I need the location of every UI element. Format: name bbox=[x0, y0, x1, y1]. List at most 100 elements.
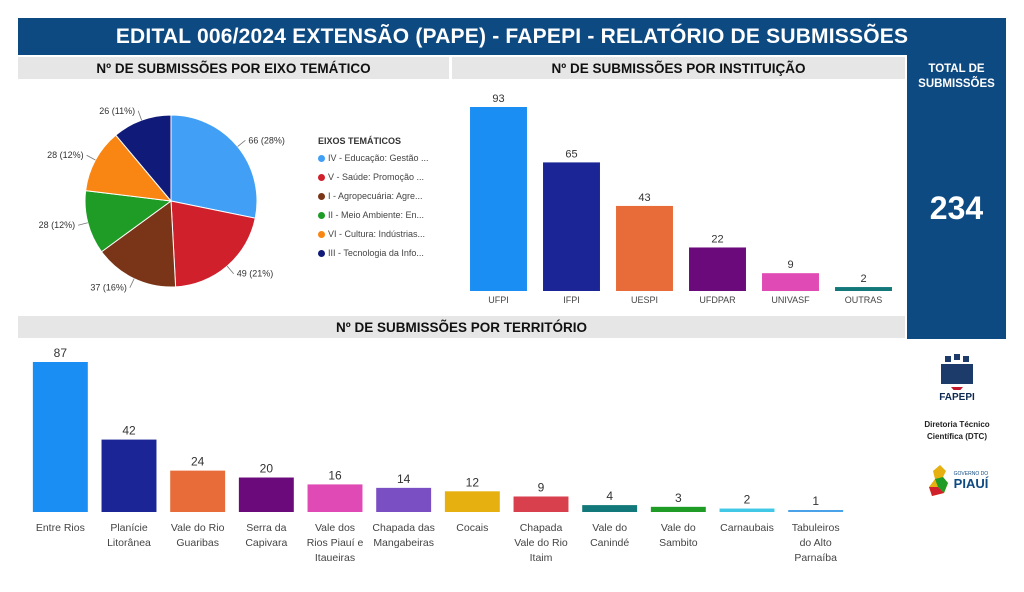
legend-swatch bbox=[318, 212, 325, 219]
pie-slice[interactable] bbox=[170, 200, 256, 288]
total-card: TOTAL DE SUBMISSÕES 234 bbox=[907, 55, 1006, 339]
bar-value-label: 16 bbox=[328, 468, 342, 482]
pie-slice[interactable] bbox=[100, 200, 177, 288]
category-label: UFDPAR bbox=[699, 295, 736, 305]
bar[interactable] bbox=[650, 506, 706, 512]
category-label: Entre Rios bbox=[36, 522, 85, 534]
bar-value-label: 3 bbox=[675, 491, 682, 505]
section-title-eixo: Nº DE SUBMISSÕES POR EIXO TEMÁTICO bbox=[18, 57, 449, 79]
bar[interactable] bbox=[101, 439, 157, 512]
legend-title: EIXOS TEMÁTICOS bbox=[318, 136, 402, 146]
bar-value-label: 87 bbox=[54, 346, 68, 360]
legend-swatch bbox=[318, 250, 325, 257]
legend-item[interactable]: IV - Educação: Gestão ... bbox=[318, 152, 448, 171]
category-label: IFPI bbox=[563, 295, 580, 305]
bar-value-label: 9 bbox=[787, 259, 793, 271]
legend-item[interactable]: III - Tecnologia da Info... bbox=[318, 247, 448, 266]
bar-value-label: 2 bbox=[860, 273, 866, 285]
piaui-map-icon bbox=[928, 465, 948, 496]
bar[interactable] bbox=[513, 496, 569, 512]
fapepi-logo-icon bbox=[941, 354, 973, 390]
category-label: UNIVASF bbox=[771, 295, 810, 305]
pie-data-label: 26 (11%) bbox=[99, 106, 135, 116]
bar[interactable] bbox=[444, 491, 500, 512]
legend-item[interactable]: V - Saúde: Promoção ... bbox=[318, 171, 448, 190]
bar-value-label: 12 bbox=[466, 475, 480, 489]
category-label: Serra da Capivara bbox=[245, 522, 287, 549]
category-label: Carnaubais bbox=[720, 522, 774, 534]
category-label: UESPI bbox=[631, 295, 658, 305]
legend-label: IV - Educação: Gestão ... bbox=[328, 153, 429, 163]
bar-value-label: 65 bbox=[565, 148, 577, 160]
bar-chart-instituicao: 93 UFPI 65 IFPI 43 UESPI 22 UFDPAR 9 UNIVASF 2 OUTR… bbox=[470, 93, 892, 305]
section-title-instituicao: Nº DE SUBMISSÕES POR INSTITUIÇÃO bbox=[452, 57, 905, 79]
bar-value-label: 24 bbox=[191, 455, 205, 469]
legend-swatch bbox=[318, 231, 325, 238]
bar-value-label: 4 bbox=[606, 489, 613, 503]
bar-value-label: 93 bbox=[492, 93, 504, 105]
legend-label: I - Agropecuária: Agre... bbox=[328, 191, 423, 201]
bar-value-label: 14 bbox=[397, 472, 411, 486]
category-label: Chapada Vale do Rio Itaim bbox=[514, 522, 568, 564]
pie-data-label: 28 (12%) bbox=[47, 150, 84, 160]
pie-slice[interactable] bbox=[115, 114, 172, 203]
bar-value-label: 20 bbox=[260, 462, 274, 476]
legend-swatch bbox=[318, 174, 325, 181]
pie-data-label: 66 (28%) bbox=[248, 135, 285, 145]
total-label: TOTAL DE SUBMISSÕES bbox=[918, 63, 995, 90]
legend-label: III - Tecnologia da Info... bbox=[328, 248, 424, 258]
pie-data-label: 28 (12%) bbox=[39, 220, 76, 230]
bar-value-label: 43 bbox=[638, 192, 650, 204]
bar[interactable] bbox=[835, 287, 892, 291]
category-label: OUTRAS bbox=[845, 295, 883, 305]
gov-line: GOVERNO DO bbox=[953, 470, 989, 477]
pie-data-label: 49 (21%) bbox=[237, 269, 274, 279]
pie-leader-line bbox=[78, 222, 88, 226]
gov-piaui-logo: GOVERNO DO PIAUÍ bbox=[912, 463, 1002, 497]
bar[interactable] bbox=[582, 505, 638, 512]
legend-swatch bbox=[318, 155, 325, 162]
bar-value-label: 42 bbox=[122, 424, 136, 438]
legend-item[interactable]: VI - Cultura: Indústrias... bbox=[318, 228, 448, 247]
bar[interactable] bbox=[470, 107, 527, 291]
fapepi-logo-text: FAPEPI bbox=[939, 392, 975, 403]
pie-leader-line bbox=[226, 265, 234, 274]
category-label: UFPI bbox=[488, 295, 509, 305]
bar[interactable] bbox=[616, 205, 673, 291]
bar[interactable] bbox=[543, 162, 600, 291]
legend-label: II - Meio Ambiente: En... bbox=[328, 210, 425, 220]
dtc-label: Diretoria Técnico Científica (DTC) bbox=[924, 420, 990, 441]
bar[interactable] bbox=[376, 487, 432, 512]
pie-leader-line bbox=[237, 139, 246, 147]
bar[interactable] bbox=[307, 484, 363, 512]
legend-item[interactable]: II - Meio Ambiente: En... bbox=[318, 209, 448, 228]
pie-chart-eixo: 66 (28%) 49 (21%) 37 (16%) 28 (12%) 28 (12%)… bbox=[39, 106, 285, 293]
bar[interactable] bbox=[238, 477, 294, 512]
category-label: Vale do Rio Guaribas bbox=[171, 522, 225, 549]
page-title: EDITAL 006/2024 EXTENSÃO (PAPE) - FAPEPI… bbox=[18, 18, 1006, 55]
bar[interactable] bbox=[32, 362, 88, 512]
pie-slice[interactable] bbox=[84, 190, 173, 253]
legend-item[interactable]: I - Agropecuária: Agre... bbox=[318, 190, 448, 209]
category-label: Planície Litorânea bbox=[107, 522, 151, 549]
pie-slice[interactable] bbox=[170, 114, 258, 219]
category-label: Chapada das Mangabeiras bbox=[372, 522, 434, 549]
category-label: Vale dos Rios Piauí e Itaueiras bbox=[307, 522, 364, 564]
pie-data-label: 37 (16%) bbox=[90, 283, 127, 293]
bar[interactable] bbox=[170, 470, 226, 512]
logos-panel: FAPEPI Diretoria Técnico Científica (DTC… bbox=[912, 350, 1002, 525]
bar[interactable] bbox=[788, 510, 844, 512]
legend-swatch bbox=[318, 193, 325, 200]
bar[interactable] bbox=[689, 247, 746, 291]
section-title-territorio: Nº DE SUBMISSÕES POR TERRITÓRIO bbox=[18, 316, 905, 338]
pie-leader-line bbox=[86, 154, 96, 161]
pie-legend: EIXOS TEMÁTICOS IV - Educação: Gestão ..… bbox=[318, 136, 448, 266]
bar-chart-territorio: 87 Entre Rios 42 Planície Litorânea 24 Vale do… bbox=[32, 346, 844, 564]
category-label: Tabuleiros do Alto Parnaíba bbox=[792, 522, 840, 564]
legend-label: V - Saúde: Promoção ... bbox=[328, 172, 425, 182]
bar[interactable] bbox=[719, 508, 775, 512]
pie-slice[interactable] bbox=[85, 134, 173, 202]
category-label: Vale do Canindé bbox=[590, 522, 629, 549]
bar[interactable] bbox=[762, 273, 819, 291]
gov-text: PIAUÍ bbox=[953, 475, 989, 491]
